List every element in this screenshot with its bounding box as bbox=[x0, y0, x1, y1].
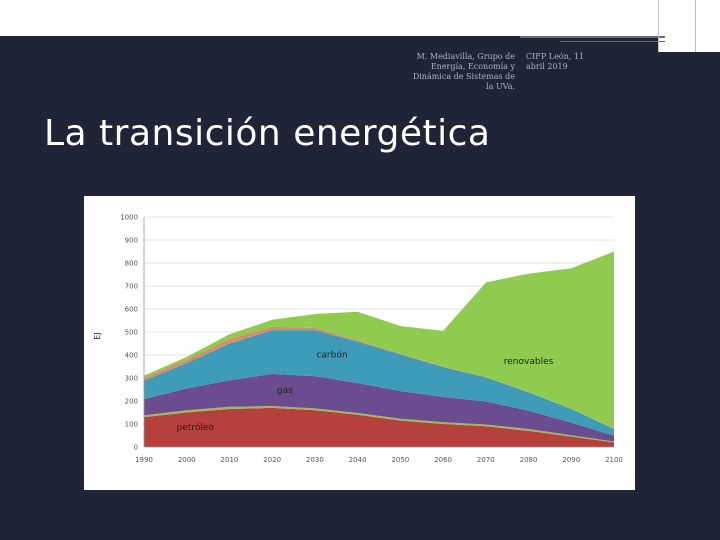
author-credit-line: M. Mediavilla, Grupo de bbox=[416, 52, 515, 61]
area-series-6 bbox=[144, 251, 614, 429]
y-tick-label: 400 bbox=[125, 352, 138, 360]
header-rule-secondary bbox=[560, 41, 665, 42]
y-tick-label: 100 bbox=[125, 421, 138, 429]
x-tick-label: 2020 bbox=[263, 456, 281, 464]
header-rule bbox=[520, 36, 665, 38]
x-tick-label: 2100 bbox=[605, 456, 623, 464]
energy-area-chart: 0 100 200 300 400 500 600 700 800 900 1000 1990 2000… bbox=[93, 214, 623, 465]
y-tick-label: 0 bbox=[134, 444, 138, 452]
corner-divider bbox=[695, 0, 696, 52]
x-tick-label: 2010 bbox=[221, 456, 239, 464]
chart-panel: 0 100 200 300 400 500 600 700 800 900 1000 1990 2000… bbox=[84, 196, 635, 490]
x-tick-label: 2060 bbox=[434, 456, 452, 464]
x-tick-label: 1990 bbox=[135, 456, 153, 464]
author-credit: M. Mediavilla, Grupo de Energía, Economí… bbox=[400, 52, 515, 92]
y-tick-label: 700 bbox=[125, 283, 138, 291]
area-series-5 bbox=[144, 326, 614, 429]
y-tick-label: 200 bbox=[125, 398, 138, 406]
author-credit-line: Dinámica de Sistemas de bbox=[412, 72, 515, 81]
y-axis-label: EJ bbox=[93, 332, 102, 339]
event-credit-line: abril 2019 bbox=[526, 62, 568, 71]
series-annotation: carbón bbox=[316, 349, 347, 360]
series-annotation: petróleo bbox=[177, 422, 215, 433]
x-tick-label: 2090 bbox=[562, 456, 580, 464]
author-credit-line: la UVa. bbox=[486, 82, 515, 91]
area-series-4 bbox=[144, 330, 614, 436]
y-tick-label: 900 bbox=[125, 237, 138, 245]
slide-title: La transición energética bbox=[44, 113, 491, 154]
x-tick-label: 2000 bbox=[178, 456, 196, 464]
x-tick-label: 2050 bbox=[391, 456, 409, 464]
area-series-3 bbox=[144, 373, 614, 442]
top-white-band bbox=[0, 0, 720, 36]
y-tick-label: 1000 bbox=[120, 214, 138, 222]
x-tick-label: 2030 bbox=[306, 456, 324, 464]
x-tick-label: 2070 bbox=[477, 456, 495, 464]
top-right-white-corner bbox=[658, 0, 720, 52]
y-tick-label: 300 bbox=[125, 375, 138, 383]
area-series-1 bbox=[144, 407, 614, 447]
y-tick-label: 800 bbox=[125, 260, 138, 268]
author-credit-line: Energía, Economía y bbox=[430, 62, 515, 71]
event-credit-line: CIFP León, 11 bbox=[526, 52, 585, 61]
series-annotation: renovables bbox=[504, 357, 554, 367]
x-tick-label: 2080 bbox=[520, 456, 538, 464]
event-credit: CIFP León, 11 abril 2019 bbox=[526, 52, 606, 72]
y-tick-label: 600 bbox=[125, 306, 138, 314]
series-annotation: gas bbox=[277, 386, 293, 396]
x-tick-label: 2040 bbox=[349, 456, 367, 464]
corner-divider bbox=[658, 0, 659, 52]
y-tick-label: 500 bbox=[125, 329, 138, 337]
